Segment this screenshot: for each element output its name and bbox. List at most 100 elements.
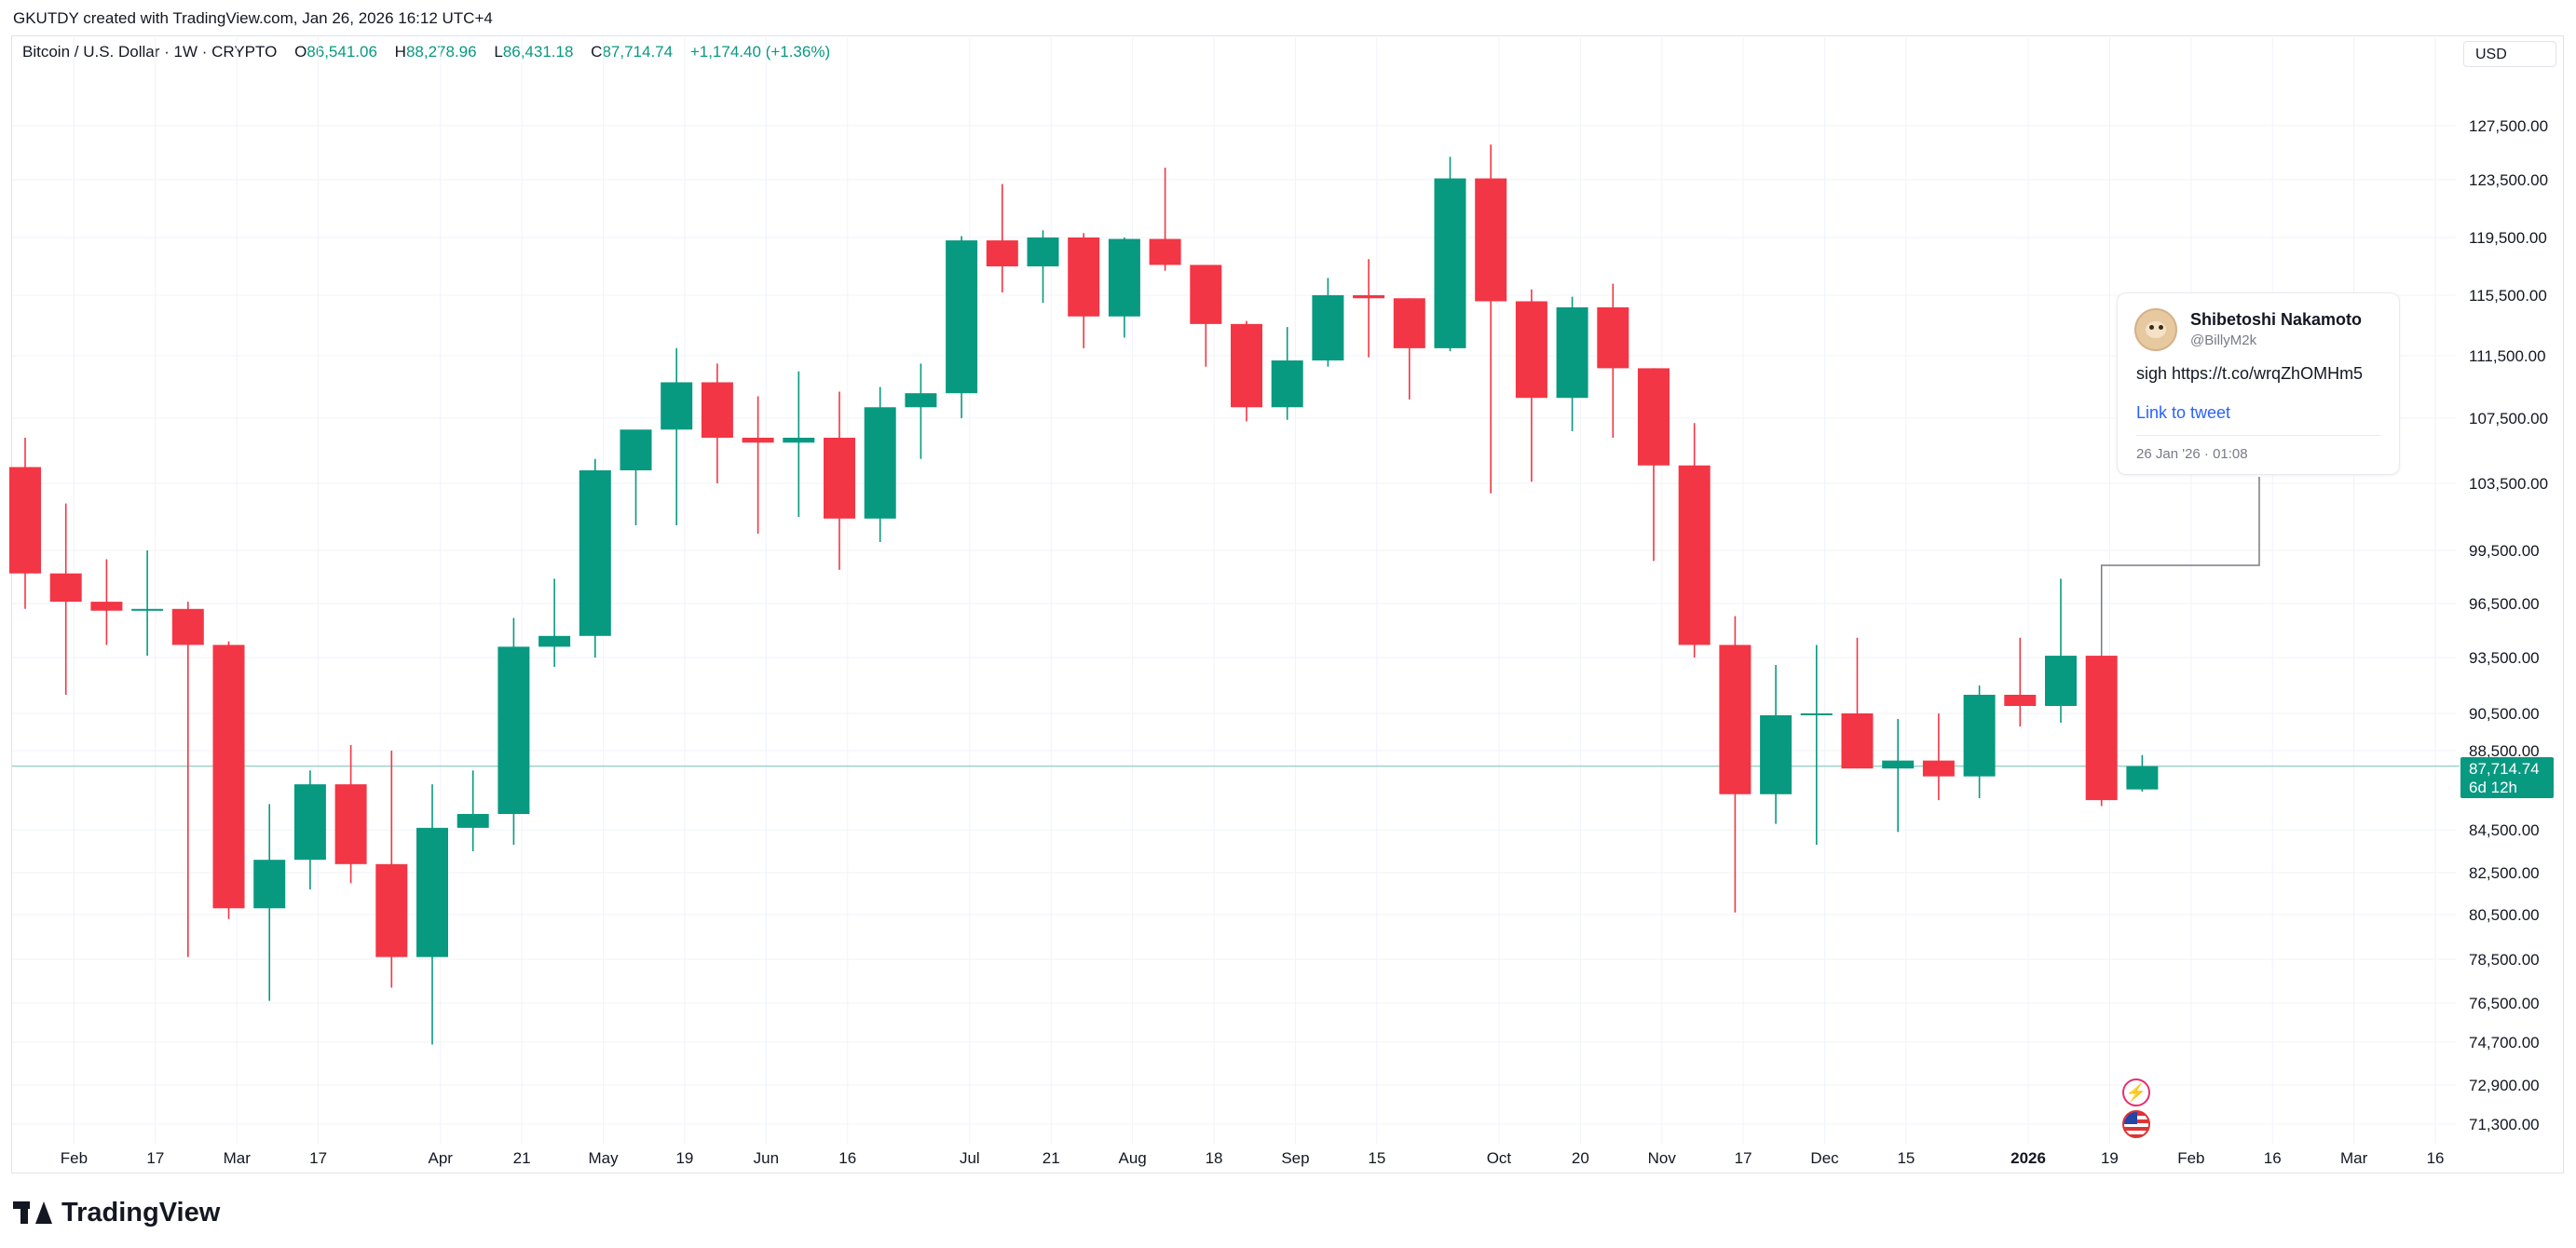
- symbol-title[interactable]: Bitcoin / U.S. Dollar · 1W · CRYPTO: [22, 43, 278, 61]
- candle-body: [1027, 237, 1059, 266]
- candle-body: [90, 602, 123, 611]
- candle: [661, 347, 693, 525]
- candle-body: [1190, 265, 1222, 324]
- x-tick-label: Jun: [754, 1149, 779, 1167]
- tradingview-logo-icon: [13, 1201, 54, 1226]
- x-tick-label: Nov: [1648, 1149, 1677, 1167]
- candle-body: [1231, 323, 1262, 408]
- x-tick-label: 17: [309, 1149, 327, 1167]
- candle-body: [1068, 237, 1100, 317]
- x-tick-label: 17: [146, 1149, 164, 1167]
- x-tick-label: Feb: [2177, 1149, 2204, 1167]
- candle-body: [1922, 760, 1955, 777]
- y-tick-label: 84,500.00: [2469, 821, 2540, 839]
- y-tick-label: 107,500.00: [2469, 410, 2548, 427]
- candle: [293, 770, 326, 889]
- open-label: O: [294, 43, 307, 61]
- x-tick-label: Mar: [224, 1149, 252, 1167]
- candle: [1719, 616, 1751, 913]
- candle-body: [1353, 295, 1385, 299]
- candle-body: [579, 470, 611, 636]
- candle-body: [1597, 307, 1629, 369]
- candle-body: [1760, 715, 1792, 794]
- tweet-link[interactable]: Link to tweet: [2136, 403, 2231, 422]
- created-with-line: GKUTDY created with TradingView.com, Jan…: [13, 9, 493, 27]
- tweet-card[interactable]: Shibetoshi Nakamoto @BillyM2k sigh https…: [2117, 292, 2400, 475]
- x-tick-label: Apr: [429, 1149, 454, 1167]
- x-tick-label: 21: [1043, 1149, 1060, 1167]
- low-label: L: [494, 43, 503, 61]
- candle: [1841, 637, 1874, 769]
- time-axis: Feb 17 Mar 17 Apr 21 May 19 Jun 16 Jul 21 Aug 18 Sep 15…: [61, 1149, 2445, 1167]
- us-flag-icon[interactable]: [2122, 1110, 2150, 1138]
- last-price-tag: 87,714.74 6d 12h: [2460, 757, 2554, 798]
- candle: [1108, 237, 1140, 338]
- candle-body: [620, 429, 652, 470]
- candle: [1963, 685, 1996, 798]
- candle-body: [293, 784, 326, 861]
- lightning-icon[interactable]: ⚡: [2122, 1078, 2150, 1106]
- candle: [1760, 665, 1792, 824]
- candle-body: [2004, 695, 2037, 706]
- candle: [824, 391, 855, 570]
- candle-body: [2045, 656, 2077, 706]
- candle: [497, 617, 530, 846]
- candle: [538, 578, 571, 667]
- x-tick-label: 20: [1572, 1149, 1589, 1167]
- candle: [1027, 230, 1059, 304]
- y-tick-label: 88,500.00: [2469, 742, 2540, 760]
- x-tick-label: 16: [2264, 1149, 2282, 1167]
- tweet-connector: [2100, 477, 2260, 657]
- y-tick-label: 72,900.00: [2469, 1077, 2540, 1094]
- candle: [375, 751, 408, 988]
- high-label: H: [394, 43, 406, 61]
- price-axis: 71,300.00 72,900.00 74,700.00 76,500.00 78,5…: [2469, 117, 2548, 1133]
- candle-body: [1312, 295, 1344, 361]
- y-tick-label: 93,500.00: [2469, 649, 2540, 667]
- candle-body: [1475, 178, 1507, 302]
- y-tick-label: 90,500.00: [2469, 705, 2540, 723]
- candle: [1678, 423, 1711, 658]
- x-tick-label: 16: [2427, 1149, 2445, 1167]
- close-label: C: [591, 43, 603, 61]
- x-tick-label: May: [588, 1149, 619, 1167]
- candle-body: [742, 438, 774, 443]
- candle: [905, 363, 937, 459]
- candle: [1922, 713, 1955, 801]
- tweet-divider: [2136, 435, 2380, 436]
- candle-body: [661, 382, 693, 430]
- x-tick-label: 21: [513, 1149, 531, 1167]
- candle-body: [1678, 465, 1711, 645]
- candle-body: [1719, 644, 1751, 794]
- tradingview-brand[interactable]: TradingView: [13, 1198, 220, 1228]
- candle: [742, 396, 774, 534]
- candle: [171, 602, 204, 957]
- low-value: 86,431.18: [502, 43, 574, 61]
- candle-body: [497, 646, 530, 814]
- candle-body: [1393, 298, 1425, 348]
- y-tick-label: 119,500.00: [2469, 229, 2547, 247]
- y-tick-label: 96,500.00: [2469, 595, 2540, 613]
- candle: [2126, 754, 2159, 792]
- y-tick-label: 111,500.00: [2469, 347, 2546, 365]
- x-tick-label: 15: [1368, 1149, 1385, 1167]
- candle: [1271, 327, 1303, 420]
- candle-body: [212, 644, 245, 909]
- candle-body: [334, 784, 367, 864]
- candle-body: [1638, 368, 1670, 466]
- candle-body: [1149, 238, 1181, 265]
- candle: [1393, 298, 1425, 400]
- y-tick-label: 82,500.00: [2469, 864, 2540, 882]
- tweet-connector-line: [2100, 477, 2260, 657]
- candles: [9, 144, 2159, 1045]
- x-tick-label: 19: [675, 1149, 693, 1167]
- x-tick-label: 2026: [2010, 1149, 2046, 1167]
- candle: [946, 236, 978, 418]
- candle: [1434, 156, 1466, 352]
- y-tick-label: 74,700.00: [2469, 1034, 2540, 1051]
- candle-body: [701, 382, 733, 438]
- y-tick-label: 78,500.00: [2469, 951, 2540, 969]
- candle: [1800, 644, 1833, 846]
- currency-selector[interactable]: USD: [2463, 41, 2556, 67]
